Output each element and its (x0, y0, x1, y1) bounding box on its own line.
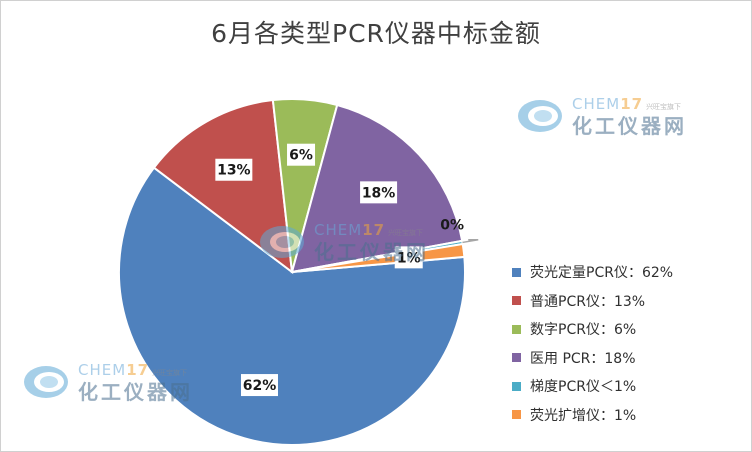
leader-line (462, 238, 479, 244)
legend-label: 荧光定量PCR仪：62% (530, 265, 674, 282)
chart-title: 6月各类型PCR仪器中标金额 (211, 19, 541, 48)
slice-ordinary (152, 98, 294, 275)
legend-swatch (512, 410, 521, 420)
legend-item-gradient: 梯度PCR仪＜1% (512, 372, 673, 401)
legend-label: 医用 PCR：18% (530, 350, 636, 367)
data-label-medical: 18% (360, 181, 398, 204)
svg-text:18%: 18% (362, 185, 396, 201)
legend-swatch (512, 267, 521, 277)
data-label-fluorescent-quantitative: 62% (240, 374, 278, 397)
data-label-fluorescent-amplifier: 1% (394, 246, 423, 269)
svg-text:6%: 6% (289, 148, 313, 164)
data-label-ordinary: 13% (215, 158, 253, 181)
chart-legend: 荧光定量PCR仪：62% 普通PCR仪：13% 数字PCR仪：6% 医用 PCR：18… (512, 258, 673, 429)
legend-swatch (512, 381, 521, 391)
svg-text:62%: 62% (243, 378, 277, 394)
legend-label: 普通PCR仪：13% (530, 293, 646, 310)
legend-label: 荧光扩增仪：1% (530, 407, 637, 424)
legend-item-medical: 医用 PCR：18% (512, 344, 673, 373)
legend-label: 梯度PCR仪＜1% (530, 379, 637, 396)
slice-fluorescent-quantitative (118, 166, 466, 446)
legend-item-ordinary: 普通PCR仪：13% (512, 287, 673, 316)
legend-item-digital: 数字PCR仪：6% (512, 315, 673, 344)
legend-swatch (512, 324, 521, 334)
svg-text:1%: 1% (397, 250, 421, 266)
legend-swatch (512, 296, 521, 306)
legend-item-fluorescent-quantitative: 荧光定量PCR仪：62% (512, 258, 673, 287)
data-label-digital: 6% (287, 143, 316, 166)
legend-swatch (512, 353, 521, 363)
legend-label: 数字PCR仪：6% (530, 322, 637, 339)
data-label-gradient: 0% (440, 218, 464, 234)
svg-text:13%: 13% (217, 163, 251, 179)
legend-item-fluorescent-amplifier: 荧光扩增仪：1% (512, 401, 673, 430)
svg-text:0%: 0% (440, 218, 464, 234)
